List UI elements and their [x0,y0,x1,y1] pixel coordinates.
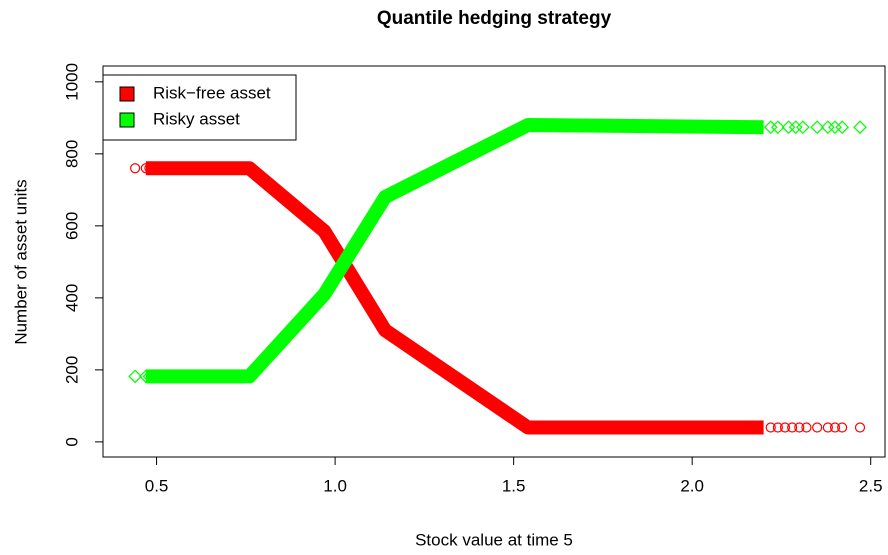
point-band [145,118,764,384]
x-tick-label: 2.5 [859,476,883,495]
point [781,120,796,135]
plot-frame [102,65,886,458]
point [829,422,841,433]
x-tick-label: 0.5 [145,476,169,495]
point [763,120,778,135]
point [828,120,842,135]
point [794,422,805,433]
point [130,163,141,174]
legend-swatch [119,112,135,128]
point [142,369,157,384]
point [788,120,803,135]
point [140,163,151,174]
x-axis-label: Stock value at time 5 [415,530,573,549]
chart-title: Quantile hedging strategy [377,8,612,29]
y-axis-label: Number of asset units [11,179,30,344]
y-tick-label: 600 [62,212,81,240]
point [772,422,783,433]
point [810,120,825,135]
point [837,422,848,433]
y-tick-label: 0 [62,437,81,446]
point [144,163,155,174]
point [128,369,142,384]
point [812,422,823,433]
point [765,422,776,433]
point-band [145,161,764,435]
point [787,422,798,433]
x-tick-label: 2.0 [680,476,704,495]
legend-label: Risk−free asset [153,83,271,102]
legend-box [102,74,297,141]
point [139,369,153,384]
y-tick-label: 400 [62,284,81,312]
point [853,120,867,135]
point [779,422,791,433]
point [822,422,833,433]
point [821,120,835,135]
legend-swatch [119,86,135,102]
point [771,120,785,135]
point [801,422,812,433]
point [796,120,810,135]
y-tick-label: 1000 [62,63,81,101]
point [147,163,159,174]
legend-label: Risky asset [153,109,240,128]
x-tick-label: 1.5 [502,476,526,495]
x-tick-label: 1.0 [323,476,347,495]
y-tick-label: 200 [62,356,81,384]
point [854,422,866,433]
y-tick-label: 800 [62,140,81,168]
point [835,120,849,135]
